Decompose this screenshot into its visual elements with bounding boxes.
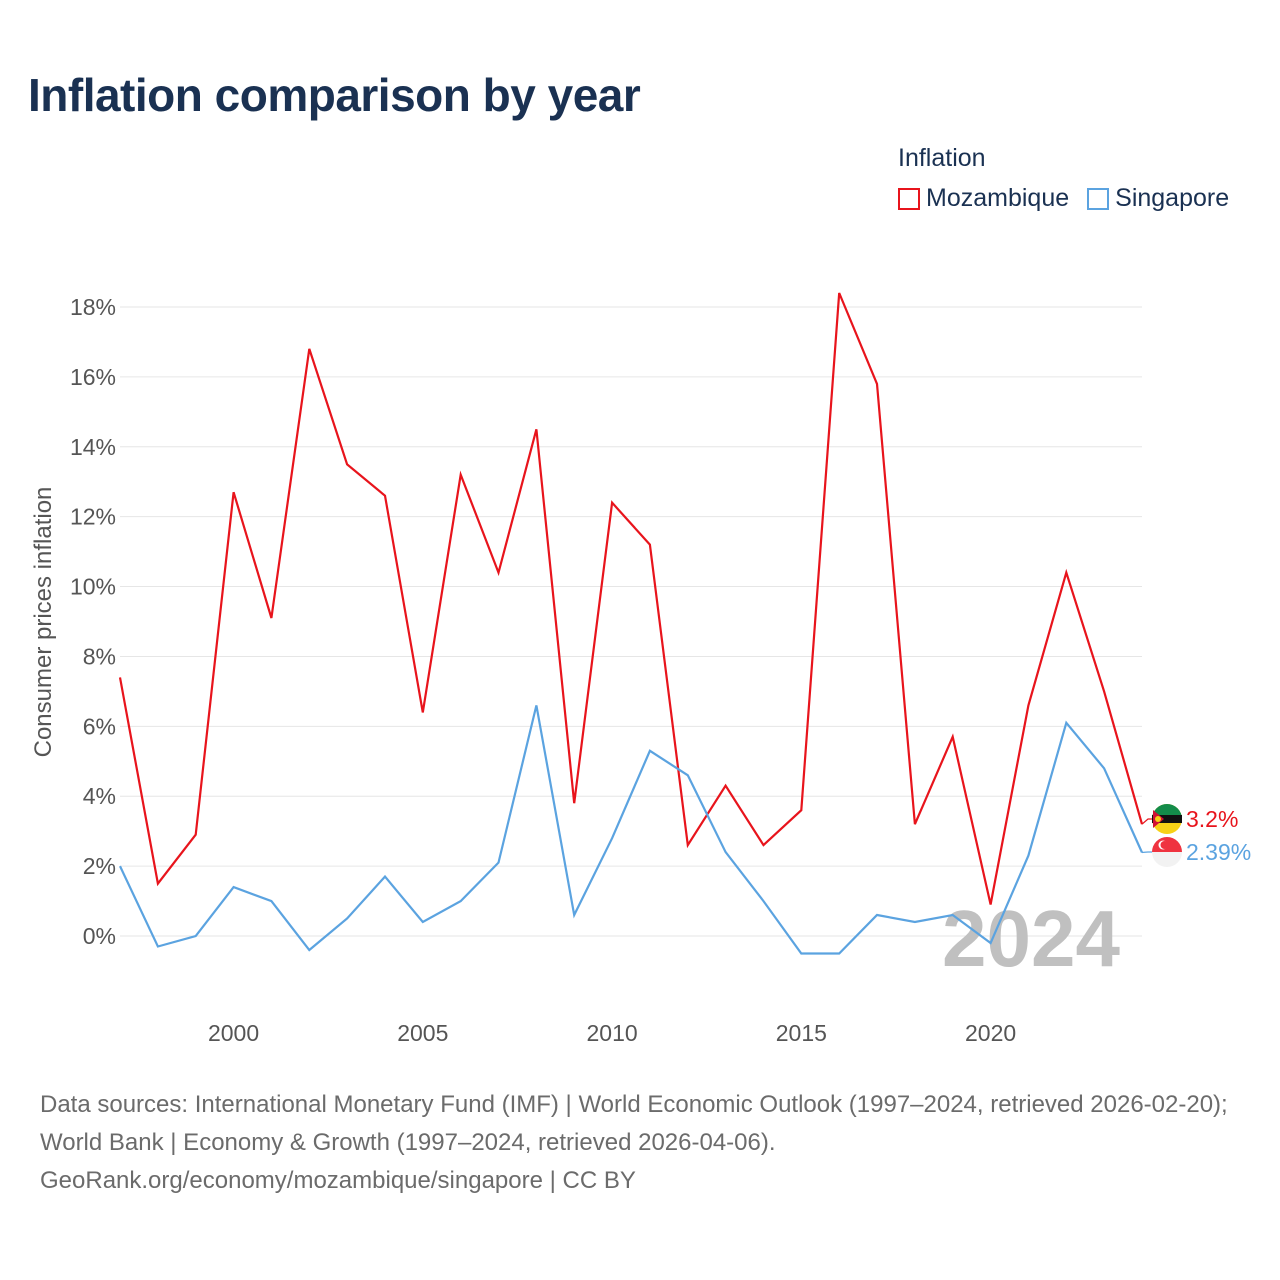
x-tick-label: 2000: [208, 1020, 259, 1046]
line-chart: 0%2%4%6%8%10%12%14%16%18% 2000 2005 2010 20…: [30, 292, 1251, 1046]
x-tick-label: 2020: [965, 1020, 1016, 1046]
grid-lines: [120, 306, 1142, 937]
data-sources: Data sources: International Monetary Fun…: [40, 1086, 1250, 1200]
legend-item-singapore[interactable]: Singapore: [1087, 184, 1229, 213]
sources-link[interactable]: GeoRank.org/economy/mozambique/singapore…: [40, 1167, 636, 1194]
x-tick-label: 2005: [397, 1020, 448, 1046]
y-tick-label: 14%: [70, 434, 116, 460]
x-axis-ticks: 2000 2005 2010 2015 2020: [208, 1020, 1016, 1046]
y-tick-label: 12%: [70, 504, 116, 530]
singapore-flag-icon: [1152, 837, 1182, 867]
legend-item-mozambique[interactable]: Mozambique: [898, 184, 1069, 213]
x-tick-label: 2010: [586, 1020, 637, 1046]
legend: Mozambique Singapore: [898, 184, 1247, 213]
sources-text: Data sources: International Monetary Fun…: [40, 1091, 1228, 1156]
y-axis-ticks: 0% 2% 4% 6% 8% 10% 12% 14% 16% 18%: [70, 294, 116, 949]
end-labels: 3.2% 2.39%: [1141, 804, 1251, 867]
series-line-singapore[interactable]: [119, 705, 1144, 955]
end-value-label: 2.39%: [1186, 839, 1251, 865]
y-tick-label: 0%: [83, 923, 116, 949]
legend-label-singapore: Singapore: [1115, 184, 1230, 212]
y-tick-label: 8%: [83, 643, 116, 669]
end-value-label: 3.2%: [1186, 806, 1238, 832]
chart-title: Inflation comparison by year: [28, 69, 641, 121]
y-tick-label: 10%: [70, 574, 116, 600]
legend-label-mozambique: Mozambique: [926, 184, 1070, 212]
y-tick-label: 16%: [70, 364, 116, 390]
series-lines: [118, 292, 1144, 955]
y-tick-label: 18%: [70, 294, 116, 320]
year-watermark: 2024: [942, 894, 1120, 983]
legend-swatch-mozambique: [898, 187, 920, 210]
x-tick-label: 2015: [776, 1020, 827, 1046]
legend-title: Inflation: [898, 144, 986, 172]
y-tick-label: 2%: [83, 853, 116, 879]
legend-swatch-singapore: [1087, 187, 1110, 210]
mozambique-flag-icon: [1152, 804, 1182, 834]
series-line-mozambique[interactable]: [118, 292, 1144, 905]
y-tick-label: 6%: [83, 713, 116, 739]
y-tick-label: 4%: [83, 783, 116, 809]
y-axis-label: Consumer prices inflation: [30, 487, 57, 758]
